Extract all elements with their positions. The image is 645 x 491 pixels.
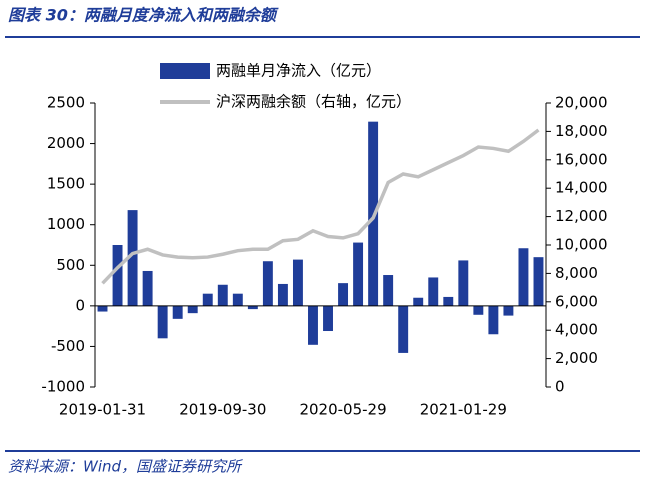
y2-tick-label: 8,000 (555, 264, 598, 282)
bar (503, 305, 514, 316)
y2-tick-label: 16,000 (555, 150, 608, 168)
bar (112, 245, 123, 306)
y-tick-label: 500 (56, 256, 85, 274)
y2-tick-label: 18,000 (555, 122, 608, 140)
bar (217, 284, 228, 306)
bar (127, 210, 138, 306)
bar (142, 270, 153, 306)
bar (202, 293, 213, 306)
x-tick-label: 2020-05-29 (299, 401, 386, 419)
bar (473, 305, 484, 315)
bar (308, 305, 318, 345)
bar (518, 248, 529, 306)
legend-label: 两融单月净流入（亿元） (216, 62, 381, 80)
bar (277, 283, 288, 306)
bar (398, 305, 409, 353)
x-tick-label: 2019-01-31 (59, 401, 146, 419)
chart-title: 图表 30：两融月度净流入和两融余额 (8, 6, 279, 25)
y-tick-label: -1000 (41, 378, 85, 396)
bar (187, 305, 198, 314)
bar (443, 296, 454, 306)
bar (247, 305, 258, 310)
bar (383, 275, 394, 306)
y2-tick-label: 20,000 (555, 94, 608, 112)
x-tick-label: 2019-09-30 (179, 401, 266, 419)
line (101, 128, 540, 285)
y2-tick-label: 6,000 (555, 292, 598, 310)
bar (488, 305, 499, 335)
bar (533, 257, 544, 306)
bar (338, 283, 349, 306)
y2-tick-label: 4,000 (555, 321, 598, 339)
y-tick-label: 2000 (47, 134, 85, 152)
y2-tick-label: 14,000 (555, 179, 608, 197)
bar (232, 293, 243, 306)
y-tick-label: -500 (51, 337, 85, 355)
bar (262, 261, 273, 306)
y2-tick-label: 10,000 (555, 236, 608, 254)
bar (157, 305, 168, 339)
y-tick-label: 2500 (47, 94, 85, 112)
legend-label: 沪深两融余额（右轴，亿元） (216, 93, 411, 111)
source-note: 资料来源：Wind，国盛证券研究所 (8, 458, 243, 476)
y2-tick-label: 2,000 (555, 349, 598, 367)
y2-tick-label: 0 (555, 378, 565, 396)
bar (413, 297, 424, 306)
bar (353, 242, 364, 306)
y-tick-label: 1000 (47, 215, 85, 233)
bar (428, 277, 439, 306)
bar (172, 305, 183, 319)
bar (323, 305, 333, 332)
bar (292, 259, 303, 306)
x-tick-label: 2021-01-29 (420, 401, 507, 419)
y2-tick-label: 12,000 (555, 207, 608, 225)
bar (97, 305, 108, 312)
bar (458, 260, 469, 306)
y-tick-label: 1500 (47, 175, 85, 193)
y-tick-label: 0 (75, 296, 85, 314)
legend-swatch (160, 63, 210, 79)
